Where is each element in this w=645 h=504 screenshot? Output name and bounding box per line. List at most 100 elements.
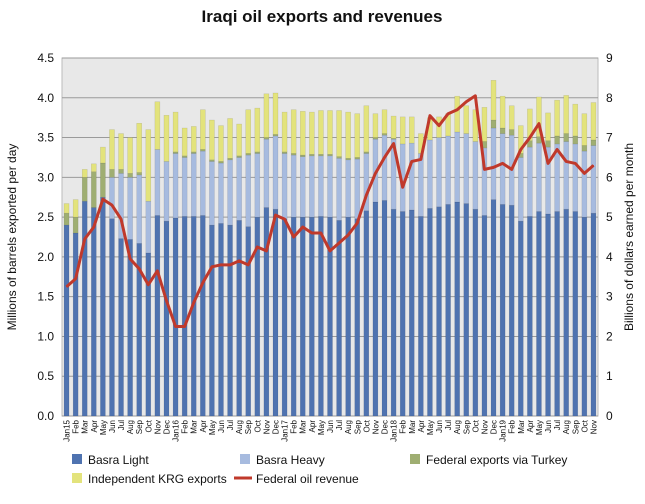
x-tick-label: Jul [117, 420, 126, 430]
bar-independent-krg-exports [218, 125, 224, 162]
line-point [256, 246, 258, 248]
x-tick-label: Apr [308, 420, 317, 433]
bar-independent-krg-exports [345, 111, 351, 159]
bar-basra-heavy [209, 161, 215, 226]
y2-tick-label: 7 [606, 131, 613, 145]
y2-tick-label: 8 [606, 91, 613, 105]
line-point [274, 214, 276, 216]
x-tick-label: Dec [162, 420, 171, 434]
bar-basra-light [390, 208, 397, 417]
bar-independent-krg-exports [263, 93, 270, 138]
bar-basra-heavy [327, 155, 333, 218]
bar-basra-heavy [190, 153, 197, 217]
bar-independent-krg-exports [236, 123, 242, 157]
bar-independent-krg-exports [336, 110, 342, 157]
bar-basra-heavy [145, 200, 152, 254]
bar-basra-heavy [536, 142, 542, 212]
line-point [420, 158, 422, 160]
bar-basra-heavy [499, 133, 506, 205]
bar-federal-exports-via-turkey [100, 162, 106, 198]
bar-independent-krg-exports [163, 115, 170, 162]
y2-tick-label: 6 [606, 170, 613, 184]
bar-federal-exports-via-turkey [545, 140, 551, 148]
line-point [220, 264, 222, 266]
y2-tick-label: 2 [606, 329, 613, 343]
bar-basra-light [363, 210, 370, 417]
x-tick-label: Mar [408, 420, 417, 434]
line-point [302, 226, 304, 228]
bar-independent-krg-exports [109, 129, 115, 170]
line-point [347, 234, 349, 236]
bar-independent-krg-exports [227, 118, 233, 159]
x-tick-label: Dec [271, 420, 280, 434]
legend-swatch [72, 454, 82, 464]
bar-basra-light [409, 209, 415, 417]
legend-swatch [410, 454, 420, 464]
bar-independent-krg-exports [436, 116, 442, 138]
bar-basra-light [490, 199, 497, 417]
bar-independent-krg-exports [272, 92, 279, 135]
bar-basra-heavy [181, 157, 188, 217]
bar-federal-exports-via-turkey [563, 133, 569, 142]
bar-basra-light [445, 204, 451, 417]
x-tick-label: Dec [381, 420, 390, 434]
bar-independent-krg-exports [563, 95, 569, 134]
bar-independent-krg-exports [81, 169, 88, 178]
bar-basra-heavy [154, 149, 161, 216]
y-tick-label: 4.0 [37, 91, 54, 105]
bar-basra-light [536, 211, 542, 417]
line-point [529, 137, 531, 139]
legend-swatch [72, 473, 82, 483]
y2-axis-label: Billions of dollars earned per month [622, 143, 636, 331]
line-point [447, 113, 449, 115]
bar-independent-krg-exports [118, 133, 124, 170]
line-point [411, 160, 413, 162]
bar-basra-heavy [472, 141, 479, 210]
bar-independent-krg-exports [281, 111, 288, 153]
y2-tick-label: 4 [606, 250, 613, 264]
bar-federal-exports-via-turkey [508, 129, 515, 136]
line-point [147, 284, 149, 286]
line-point [583, 172, 585, 174]
line-point [592, 164, 594, 166]
bar-basra-light [154, 215, 161, 417]
bar-basra-light [272, 208, 279, 417]
x-tick-label: Sep [135, 419, 144, 434]
y-tick-label: 3.5 [37, 131, 54, 145]
bar-basra-heavy [454, 131, 460, 203]
bar-basra-heavy [463, 133, 470, 204]
bar-basra-heavy [299, 156, 306, 218]
bar-basra-heavy [254, 153, 261, 218]
x-tick-label: Jul [226, 420, 235, 430]
x-tick-label: Feb [399, 419, 408, 433]
bar-federal-exports-via-turkey [91, 171, 97, 208]
bar-basra-heavy [490, 127, 497, 200]
y-tick-label: 2.5 [37, 210, 54, 224]
bar-basra-light [508, 204, 515, 417]
bar-independent-krg-exports [91, 163, 97, 173]
bar-basra-heavy [309, 155, 315, 218]
bar-independent-krg-exports [72, 199, 79, 218]
bar-basra-light [72, 232, 79, 417]
bar-federal-exports-via-turkey [590, 139, 597, 146]
x-tick-label: Oct [144, 419, 153, 432]
bar-federal-exports-via-turkey [63, 212, 70, 226]
bar-basra-light [427, 208, 433, 417]
x-tick-label: Aug [453, 420, 462, 434]
x-tick-label: Feb [290, 419, 299, 433]
line-point [402, 186, 404, 188]
line-point [102, 198, 104, 200]
line-point [565, 160, 567, 162]
line-point [120, 218, 122, 220]
line-point [502, 162, 504, 164]
bar-basra-heavy [127, 177, 133, 240]
x-tick-label: Jan19 [499, 419, 508, 441]
bar-independent-krg-exports [154, 101, 161, 150]
x-tick-label: Sep [462, 419, 471, 434]
x-tick-label: Mar [81, 420, 90, 434]
bar-basra-light [145, 252, 152, 417]
bar-basra-light [318, 216, 324, 417]
bar-independent-krg-exports [490, 80, 497, 121]
bar-federal-exports-via-turkey [227, 157, 233, 161]
bar-basra-light [581, 216, 588, 417]
